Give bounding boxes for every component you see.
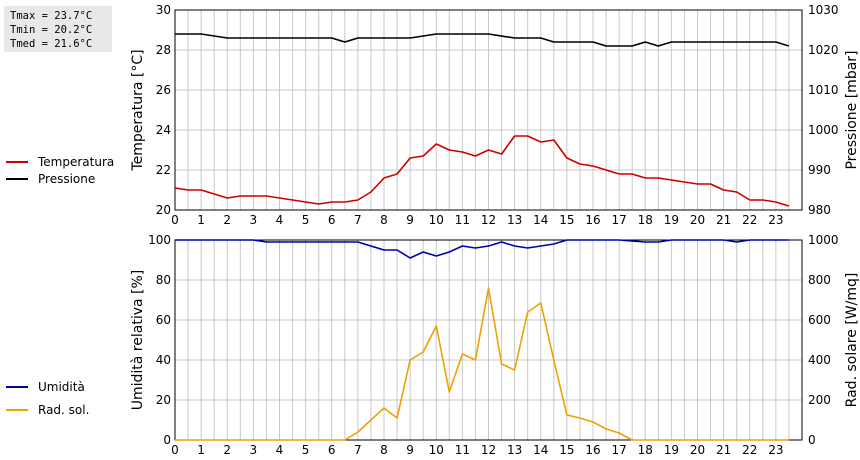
hum-y2-tick-label: 200 bbox=[808, 393, 831, 407]
hum-y-tick-label: 60 bbox=[156, 313, 171, 327]
stats-box: Tmax = 23.7°C Tmin = 20.2°C Tmed = 21.6°… bbox=[4, 6, 112, 52]
temp-series-temperatura-line bbox=[174, 135, 790, 207]
hum-x-tick-label: 23 bbox=[768, 443, 783, 457]
tmed-stat: Tmed = 21.6°C bbox=[10, 38, 93, 50]
hum-y2-tick-label: 600 bbox=[808, 313, 831, 327]
temp-x-tick-label: 14 bbox=[533, 213, 548, 227]
tmin-stat: Tmin = 20.2°C bbox=[10, 24, 93, 36]
hum-y2-tick-label: 800 bbox=[808, 273, 831, 287]
hum-x-tick-label: 22 bbox=[742, 443, 757, 457]
hum-x-tick-label: 10 bbox=[429, 443, 444, 457]
legend-label-rad-sol: Rad. sol. bbox=[38, 403, 90, 417]
temp-x-tick-label: 19 bbox=[664, 213, 679, 227]
temp-x-tick-label: 5 bbox=[302, 213, 310, 227]
hum-x-tick-label: 11 bbox=[455, 443, 470, 457]
hum-x-tick-label: 21 bbox=[716, 443, 731, 457]
legend-label-umidita: Umidità bbox=[38, 380, 85, 394]
temp-y2-tick-label: 1030 bbox=[808, 3, 839, 17]
legend-temperatura: Temperatura bbox=[6, 155, 114, 169]
temp-y2-tick-label: 1010 bbox=[808, 83, 839, 97]
hum-y2-tick-label: 400 bbox=[808, 353, 831, 367]
hum-y2-tick-label: 1000 bbox=[808, 233, 839, 247]
hum-x-tick-label: 16 bbox=[585, 443, 600, 457]
temp-y-tick-label: 22 bbox=[156, 163, 171, 177]
hum-x-tick-label: 2 bbox=[223, 443, 231, 457]
legend-swatch-rad-sol bbox=[6, 409, 28, 411]
hum-y2-axis-label: Rad. solare [W/mq] bbox=[844, 273, 860, 408]
temp-y2-tick-label: 990 bbox=[808, 163, 831, 177]
temp-x-tick-label: 12 bbox=[481, 213, 496, 227]
legend-swatch-pressione bbox=[6, 178, 28, 180]
temp-x-tick-label: 16 bbox=[585, 213, 600, 227]
temp-x-tick-label: 15 bbox=[559, 213, 574, 227]
temp-x-tick-label: 6 bbox=[328, 213, 336, 227]
temp-series-pressione-line bbox=[175, 33, 790, 47]
temp-x-tick-label: 0 bbox=[171, 213, 179, 227]
hum-y-tick-label: 80 bbox=[156, 273, 171, 287]
hum-x-tick-label: 18 bbox=[638, 443, 653, 457]
hum-x-tick-label: 8 bbox=[380, 443, 388, 457]
legend-rad-sol: Rad. sol. bbox=[6, 403, 89, 417]
legend-swatch-umidita bbox=[6, 386, 28, 388]
temp-x-tick-label: 23 bbox=[768, 213, 783, 227]
temp-y-axis-label: Temperatura [°C] bbox=[130, 49, 146, 171]
hum-y-tick-label: 40 bbox=[156, 353, 171, 367]
temp-y-tick-label: 30 bbox=[156, 3, 171, 17]
hum-x-tick-label: 15 bbox=[559, 443, 574, 457]
hum-x-tick-label: 14 bbox=[533, 443, 548, 457]
hum-x-tick-label: 19 bbox=[664, 443, 679, 457]
temp-plot-frame bbox=[174, 9, 803, 211]
hum-x-tick-label: 7 bbox=[354, 443, 362, 457]
hum-y-tick-label: 100 bbox=[148, 233, 171, 247]
hum-plot-frame bbox=[174, 239, 803, 441]
hum-x-tick-label: 20 bbox=[690, 443, 705, 457]
temp-x-tick-label: 1 bbox=[197, 213, 205, 227]
hum-y-tick-label: 0 bbox=[163, 433, 171, 447]
legend-label-temperatura: Temperatura bbox=[38, 155, 115, 169]
hum-x-tick-label: 12 bbox=[481, 443, 496, 457]
temp-y2-tick-label: 1020 bbox=[808, 43, 839, 57]
hum-series-rad-sol-line bbox=[175, 287, 789, 441]
temp-x-tick-label: 3 bbox=[250, 213, 258, 227]
temp-y2-tick-label: 980 bbox=[808, 203, 831, 217]
temp-x-tick-label: 13 bbox=[507, 213, 522, 227]
temp-x-tick-label: 4 bbox=[276, 213, 284, 227]
hum-y-tick-label: 20 bbox=[156, 393, 171, 407]
legend-pressione: Pressione bbox=[6, 172, 95, 186]
hum-x-tick-label: 17 bbox=[611, 443, 626, 457]
temp-y-tick-label: 28 bbox=[156, 43, 171, 57]
temp-x-tick-label: 2 bbox=[223, 213, 231, 227]
hum-x-tick-label: 13 bbox=[507, 443, 522, 457]
temp-x-tick-label: 7 bbox=[354, 213, 362, 227]
temp-x-tick-label: 11 bbox=[455, 213, 470, 227]
tmax-stat: Tmax = 23.7°C bbox=[10, 10, 93, 22]
temp-y2-tick-label: 1000 bbox=[808, 123, 839, 137]
temp-y2-axis-label: Pressione [mbar] bbox=[844, 50, 860, 169]
temp-x-tick-label: 10 bbox=[429, 213, 444, 227]
temp-x-tick-label: 22 bbox=[742, 213, 757, 227]
hum-x-tick-label: 9 bbox=[406, 443, 414, 457]
hum-x-tick-label: 1 bbox=[197, 443, 205, 457]
temp-x-tick-label: 21 bbox=[716, 213, 731, 227]
hum-y-axis-label: Umidità relativa [%] bbox=[130, 270, 146, 411]
temp-x-tick-label: 17 bbox=[611, 213, 626, 227]
legend-label-pressione: Pressione bbox=[38, 172, 96, 186]
temp-y-tick-label: 26 bbox=[156, 83, 171, 97]
temp-x-tick-label: 8 bbox=[380, 213, 388, 227]
hum-x-tick-label: 6 bbox=[328, 443, 336, 457]
temp-x-tick-label: 9 bbox=[406, 213, 414, 227]
legend-swatch-temperatura bbox=[6, 161, 28, 163]
hum-x-tick-label: 4 bbox=[276, 443, 284, 457]
temp-y-tick-label: 20 bbox=[156, 203, 171, 217]
hum-x-tick-label: 5 bbox=[302, 443, 310, 457]
hum-y2-tick-label: 0 bbox=[808, 433, 816, 447]
temp-y-tick-label: 24 bbox=[156, 123, 171, 137]
temp-x-tick-label: 20 bbox=[690, 213, 705, 227]
temp-x-tick-label: 18 bbox=[638, 213, 653, 227]
hum-x-tick-label: 3 bbox=[250, 443, 258, 457]
hum-series-umidit-line bbox=[175, 239, 789, 259]
hum-x-tick-label: 0 bbox=[171, 443, 179, 457]
legend-umidita: Umidità bbox=[6, 380, 85, 394]
